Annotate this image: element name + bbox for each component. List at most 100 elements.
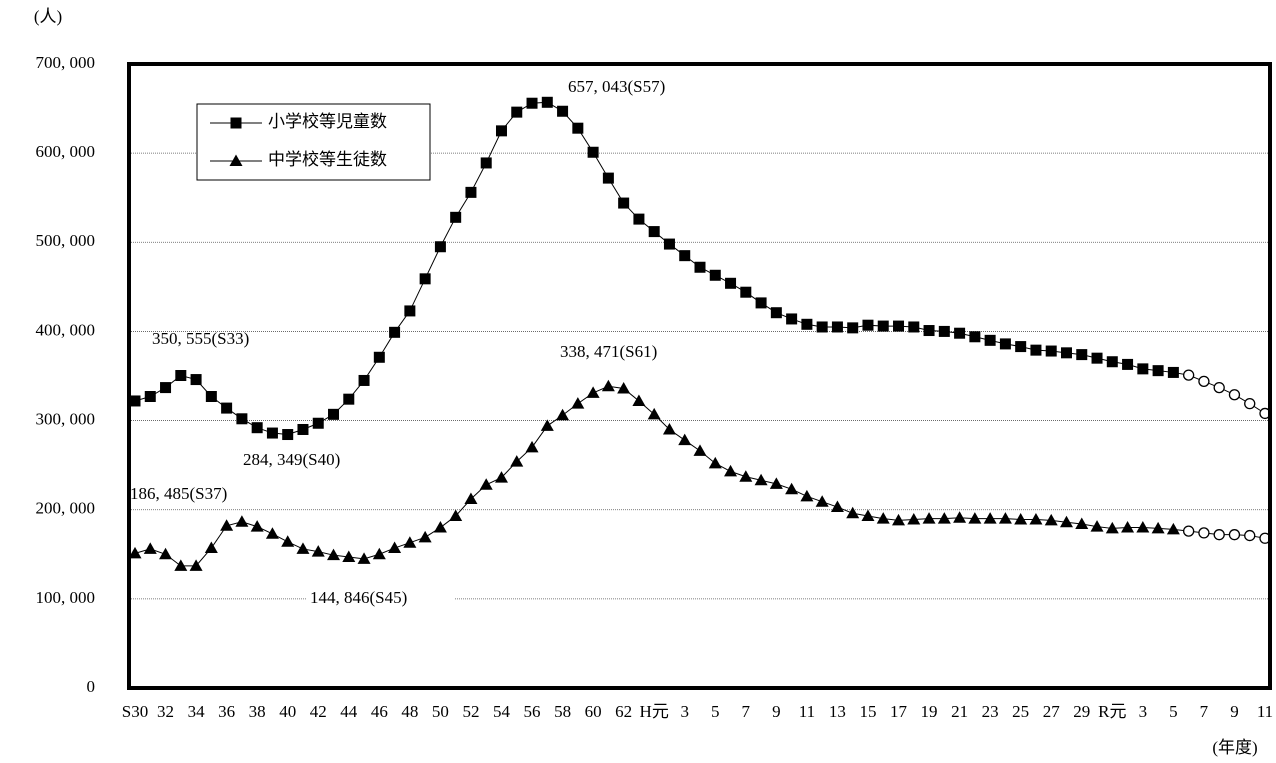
triangle-marker: [632, 394, 646, 406]
projected-marker: [1244, 397, 1256, 410]
square-marker: [328, 408, 340, 420]
triangle-marker: [754, 473, 768, 486]
square-marker: [129, 395, 141, 407]
triangle-marker: [601, 379, 615, 392]
x-tick-label: 9: [772, 702, 781, 721]
x-tick-label: 27: [1043, 702, 1061, 721]
triangle-marker: [143, 542, 157, 554]
triangle-marker: [464, 492, 478, 505]
square-marker: [541, 96, 553, 108]
square-marker: [1030, 344, 1042, 356]
triangle-marker: [265, 527, 279, 539]
square-marker: [1167, 366, 1179, 378]
triangle-marker: [327, 548, 341, 561]
annotation: 144, 846(S45): [310, 588, 407, 607]
square-marker: [297, 423, 309, 435]
triangle-marker: [357, 552, 371, 564]
triangle-marker: [556, 408, 570, 421]
triangle-marker: [494, 471, 508, 483]
x-tick-label: 40: [279, 702, 296, 721]
square-marker: [786, 313, 798, 325]
x-tick-label: 9: [1230, 702, 1239, 721]
triangle-marker: [449, 509, 463, 521]
x-tick-label: H元: [640, 702, 669, 721]
square-marker: [1045, 345, 1057, 357]
square-marker: [908, 321, 920, 333]
square-marker: [450, 211, 462, 223]
triangle-marker: [1075, 517, 1089, 529]
x-tick-label: 21: [951, 702, 968, 721]
square-marker: [816, 321, 828, 333]
y-tick-label: 700, 000: [36, 53, 96, 72]
series-line: [134, 385, 1266, 567]
x-tick-label: 48: [401, 702, 418, 721]
y-tick-label: 400, 000: [36, 320, 96, 339]
square-marker: [419, 273, 431, 285]
triangle-marker: [739, 470, 753, 482]
triangle-marker: [479, 478, 493, 490]
triangle-marker: [1121, 521, 1135, 533]
triangle-marker: [372, 547, 386, 560]
square-marker: [236, 413, 248, 425]
square-marker: [999, 338, 1011, 350]
triangle-marker: [204, 541, 218, 554]
square-marker: [144, 391, 156, 403]
triangle-marker: [922, 512, 936, 524]
x-tick-label: 54: [493, 702, 511, 721]
triangle-marker: [174, 559, 188, 571]
triangle-marker: [693, 444, 707, 456]
x-axis-label: (年度): [1212, 738, 1257, 757]
legend-label: 中学校等生徒数: [268, 150, 387, 169]
square-marker: [465, 186, 477, 198]
square-marker: [694, 261, 706, 273]
triangle-marker: [128, 546, 142, 559]
square-marker: [266, 427, 278, 439]
triangle-marker: [189, 559, 203, 571]
series: [128, 379, 1271, 571]
triangle-marker: [953, 511, 967, 523]
triangle-marker: [235, 515, 249, 527]
triangle-marker: [968, 512, 982, 524]
square-marker: [602, 172, 614, 184]
triangle-marker: [937, 512, 951, 524]
triangle-marker: [1044, 513, 1058, 526]
triangle-marker: [815, 495, 829, 507]
square-marker: [1152, 365, 1164, 377]
x-tick-label: 11: [799, 702, 815, 721]
projected-marker: [1182, 369, 1195, 381]
square-marker: [725, 277, 737, 289]
square-marker: [221, 402, 233, 414]
x-tick-label: 11: [1257, 702, 1273, 721]
triangle-marker: [525, 440, 539, 453]
square-marker: [282, 429, 294, 441]
x-tick-label: 38: [249, 702, 266, 721]
x-tick-label: 5: [711, 702, 720, 721]
projected-marker: [1228, 389, 1241, 401]
triangle-marker: [388, 541, 402, 554]
projected-marker: [1244, 529, 1256, 542]
y-tick-label: 100, 000: [36, 588, 96, 607]
square-marker: [557, 105, 569, 117]
square-marker: [648, 226, 660, 238]
square-marker: [1076, 349, 1088, 361]
x-tick-label: 29: [1073, 702, 1090, 721]
annotation: 657, 043(S57): [568, 77, 665, 96]
square-marker: [190, 374, 202, 386]
square-marker: [587, 146, 599, 158]
x-tick-label: 32: [157, 702, 174, 721]
triangle-marker: [1090, 520, 1104, 532]
x-tick-label: 23: [982, 702, 999, 721]
triangle-marker: [403, 536, 417, 548]
square-marker: [526, 97, 538, 109]
square-marker: [862, 319, 874, 331]
triangle-marker: [586, 386, 600, 398]
square-marker: [938, 325, 950, 337]
triangle-marker: [617, 381, 631, 394]
x-tick-label: 13: [829, 702, 846, 721]
legend-marker: [229, 154, 243, 166]
triangle-marker: [281, 535, 295, 547]
square-marker: [404, 305, 416, 317]
